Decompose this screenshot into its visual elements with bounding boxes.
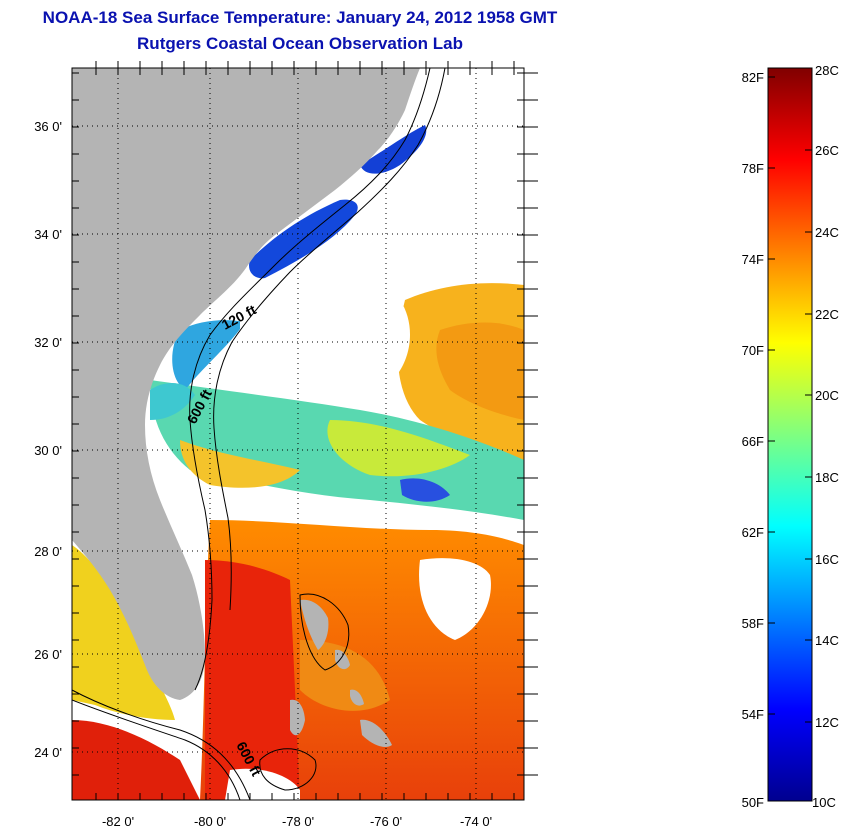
bahamas-islands <box>290 599 392 747</box>
lat-label-26: 26 0' <box>34 647 62 662</box>
lat-label-36: 36 0' <box>34 119 62 134</box>
latitude-labels: 36 0' 34 0' 32 0' 30 0' 28 0' 26 0' 24 0… <box>34 119 62 760</box>
cb-f-66: 66F <box>742 434 764 449</box>
cb-c-14: 14C <box>815 633 839 648</box>
map-title: NOAA-18 Sea Surface Temperature: January… <box>42 8 558 27</box>
cb-c-24: 24C <box>815 225 839 240</box>
lon-label-76: -76 0' <box>370 814 402 829</box>
cb-c-26: 26C <box>815 143 839 158</box>
cb-f-74: 74F <box>742 252 764 267</box>
celsius-labels: 28C 26C 24C 22C 20C 18C 16C 14C 12C 10C <box>812 63 839 810</box>
map-grid <box>72 68 524 800</box>
cloud-patches <box>225 296 491 800</box>
depth-contours <box>72 68 446 800</box>
lon-label-82: -82 0' <box>102 814 134 829</box>
lat-label-34: 34 0' <box>34 227 62 242</box>
map-frame <box>71 67 525 801</box>
lat-label-24: 24 0' <box>34 745 62 760</box>
lon-label-78: -78 0' <box>282 814 314 829</box>
lon-label-74: -74 0' <box>460 814 492 829</box>
lat-label-30: 30 0' <box>34 443 62 458</box>
cb-f-50: 50F <box>742 795 764 810</box>
lat-label-32: 32 0' <box>34 335 62 350</box>
cb-f-70: 70F <box>742 343 764 358</box>
cb-c-22: 22C <box>815 307 839 322</box>
sst-field <box>72 125 524 800</box>
cb-c-12: 12C <box>815 715 839 730</box>
cb-f-54: 54F <box>742 707 764 722</box>
lat-label-28: 28 0' <box>34 544 62 559</box>
cb-c-28: 28C <box>815 63 839 78</box>
lon-label-80: -80 0' <box>194 814 226 829</box>
cb-c-10: 10C <box>812 795 836 810</box>
colorbar-gradient <box>767 67 813 802</box>
map-ticks <box>72 61 538 800</box>
fahrenheit-labels: 82F 78F 74F 70F 66F 62F 58F 54F 50F <box>742 70 764 810</box>
map-subtitle: Rutgers Coastal Ocean Observation Lab <box>137 34 463 53</box>
temperature-colorbar: 82F 78F 74F 70F 66F 62F 58F 54F 50F 28C … <box>742 63 839 810</box>
cb-f-78: 78F <box>742 161 764 176</box>
cb-f-58: 58F <box>742 616 764 631</box>
cb-c-16: 16C <box>815 552 839 567</box>
cb-c-20: 20C <box>815 388 839 403</box>
land-mass <box>72 68 420 700</box>
map-area: 120 ft 600 ft 600 ft <box>72 68 524 800</box>
colorbar-ticks <box>768 76 812 723</box>
cb-f-82: 82F <box>742 70 764 85</box>
cb-c-18: 18C <box>815 470 839 485</box>
cb-f-62: 62F <box>742 525 764 540</box>
longitude-labels: -82 0' -80 0' -78 0' -76 0' -74 0' <box>102 814 492 829</box>
